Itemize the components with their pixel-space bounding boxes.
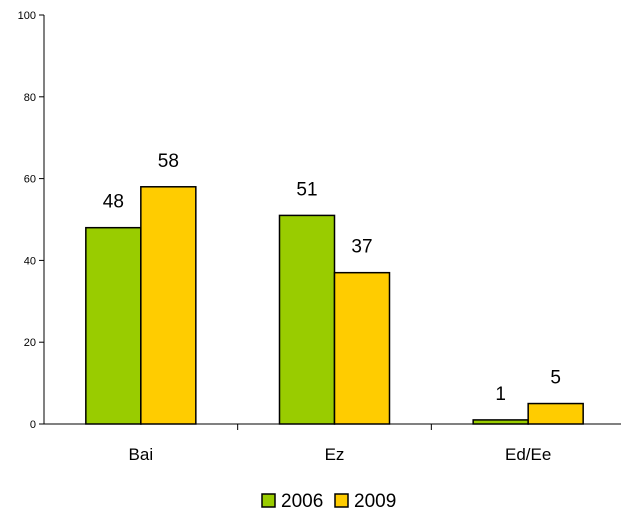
y-tick-label: 80 <box>24 92 36 104</box>
data-label: 58 <box>158 151 179 172</box>
data-label: 51 <box>296 179 317 200</box>
y-tick-label: 60 <box>24 174 36 186</box>
y-tick-label: 100 <box>18 10 36 22</box>
legend-swatch <box>334 493 349 508</box>
bar-2006-bai <box>85 226 142 425</box>
bar-2009-ez <box>333 271 391 425</box>
chart-bars <box>85 186 584 425</box>
bar-2006-ed-ee <box>472 419 529 425</box>
data-label: 1 <box>495 384 506 405</box>
x-tick-label: Ez <box>325 445 345 464</box>
x-tick-label: Ed/Ee <box>505 445 551 464</box>
legend-swatch <box>261 493 276 508</box>
data-label: 5 <box>550 368 561 389</box>
legend-label: 2009 <box>354 491 396 512</box>
data-label: 48 <box>103 192 124 213</box>
y-tick-label: 40 <box>24 255 36 267</box>
y-tick-label: 0 <box>30 419 36 431</box>
legend-label: 2006 <box>281 491 323 512</box>
bar-2009-ed-ee <box>527 402 584 425</box>
chart-data-labels: 48 58 51 37 1 5 <box>103 151 561 405</box>
data-label: 37 <box>351 237 372 258</box>
bar-2009-bai <box>140 186 197 425</box>
bar-2006-ez <box>278 214 336 425</box>
chart-legend: 2006 2009 <box>261 491 396 512</box>
y-tick-label: 20 <box>24 337 36 349</box>
x-tick-label: Bai <box>129 445 154 464</box>
